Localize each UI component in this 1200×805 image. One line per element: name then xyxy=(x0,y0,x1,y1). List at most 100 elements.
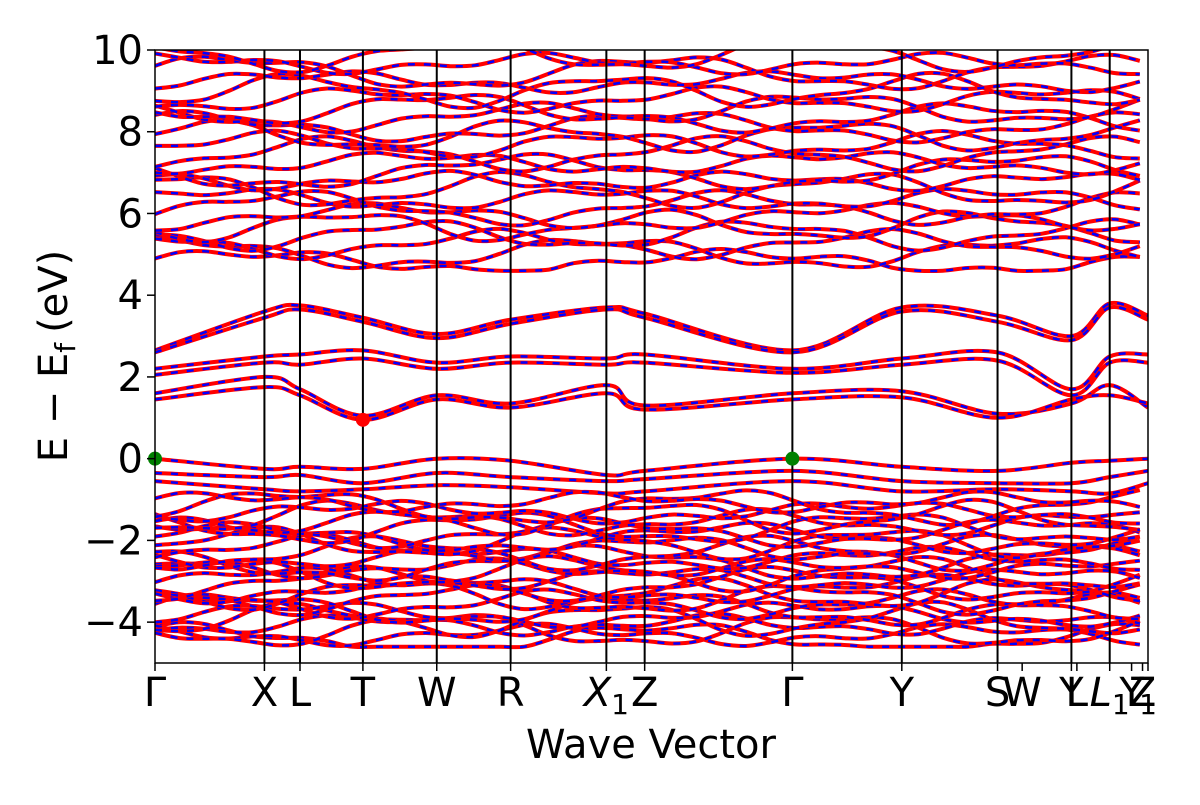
band-lower-valence-12-dashed xyxy=(155,566,1141,591)
x-tick-label-main: X xyxy=(582,670,613,716)
bands-layer xyxy=(155,50,1148,650)
band-upper-conduction-14 xyxy=(155,117,1141,155)
band-upper-conduction-9-dashed xyxy=(155,169,1141,193)
x-tick-label-main: L xyxy=(289,670,312,716)
plot-frame xyxy=(154,49,1149,664)
x-tick-label: Z xyxy=(1129,670,1156,716)
x-tick-label-main: R xyxy=(497,670,525,716)
band-lower-valence-27-dashed xyxy=(155,490,1141,514)
y-tick-label: 6 xyxy=(118,191,143,237)
band-lower-valence-14-dashed xyxy=(155,557,1140,580)
x-tick-label-main: L xyxy=(1090,670,1112,716)
band-upper-conduction-16-dashed xyxy=(155,101,1141,134)
x-tick-label: Γ xyxy=(781,670,804,716)
band-conduction-gap-3-dashed xyxy=(155,357,1148,397)
band-upper-conduction-8 xyxy=(155,169,1141,210)
x-axis-label: Wave Vector xyxy=(526,722,777,768)
x-tick-label: X xyxy=(251,670,278,716)
band-lower-valence-26-dashed xyxy=(155,488,1141,527)
band-upper-conduction-17-dashed xyxy=(155,93,1141,125)
x-tick-label-main: Y xyxy=(1058,670,1084,716)
band-valence-top-1 xyxy=(155,468,1148,486)
band-lower-valence-10-dashed xyxy=(155,573,1141,605)
band-upper-conduction-18-dashed xyxy=(155,85,1141,114)
y-tick-label: 2 xyxy=(118,355,143,401)
x-tick-label-sub: 1 xyxy=(1139,688,1157,721)
band-upper-conduction-22-dashed xyxy=(155,51,1140,76)
x-tick-label-main: S xyxy=(985,670,1010,716)
y-axis-label-main: E − E xyxy=(31,353,77,463)
x-tick-label: W xyxy=(417,670,457,716)
band-lower-valence-16-dashed xyxy=(155,545,1140,572)
band-lower-valence-25-dashed xyxy=(155,499,1140,525)
x-tick-label-main: Γ xyxy=(781,670,804,716)
kpoint-dividers xyxy=(263,50,1111,663)
band-upper-conduction-20-dashed xyxy=(155,70,1141,95)
band-lower-valence-5-dashed xyxy=(155,601,1141,629)
band-conduction-gap-2-dashed xyxy=(155,348,1148,391)
band-valence-top-0 xyxy=(155,455,1148,478)
x-tick-label-main: L xyxy=(1066,670,1089,716)
y-tick-label: −2 xyxy=(84,518,143,564)
x-tick-label: L xyxy=(289,670,312,716)
x-tick-label-main: Y xyxy=(1118,670,1144,716)
x-tick-label: X1 xyxy=(582,670,629,721)
x-tick-label: S xyxy=(985,670,1010,716)
band-valence-top-2 xyxy=(155,479,1148,496)
x-tick-label-main: T xyxy=(350,670,376,716)
x-tick-label-main: X xyxy=(251,670,278,716)
band-upper-conduction-12-dashed xyxy=(155,134,1141,173)
x-tick-label-main: W xyxy=(1002,670,1042,716)
y-axis-ticks: −4 −2 0 2 4 6 8 10 xyxy=(84,28,155,646)
band-upper-conduction-7-dashed xyxy=(155,187,1141,211)
x-tick-label-main: W xyxy=(417,670,457,716)
band-lower-valence-0-dashed xyxy=(155,620,1140,649)
band-conduction-gap-1-dashed xyxy=(155,305,1148,354)
band-upper-conduction-5-dashed xyxy=(155,201,1141,232)
band-upper-conduction-2-dashed xyxy=(155,227,1141,261)
x-tick-label: Y xyxy=(1058,670,1084,716)
band-lower-valence-1-dashed xyxy=(155,622,1140,648)
y-axis-label-sub: f xyxy=(49,342,82,353)
x-tick-label-main: Z xyxy=(1129,670,1156,716)
band-lower-valence-8-dashed xyxy=(155,583,1141,617)
x-tick-label-sub: 1 xyxy=(611,688,629,721)
y-tick-label: 4 xyxy=(118,273,143,319)
band-lower-valence-7-dashed xyxy=(155,588,1140,621)
y-tick-label: 10 xyxy=(92,28,143,74)
extremum-marker-2 xyxy=(355,412,370,427)
x-tick-label: W xyxy=(1002,670,1042,716)
x-tick-label: L xyxy=(1066,670,1089,716)
band-upper-conduction-0-dashed xyxy=(155,247,1140,273)
band-lower-valence-20-dashed xyxy=(155,521,1141,555)
y-tick-label: −4 xyxy=(84,600,143,646)
band-lower-valence-2-dashed xyxy=(155,613,1141,647)
band-lower-valence-23-dashed xyxy=(155,507,1140,537)
x-tick-label-sub: 1 xyxy=(1112,688,1130,721)
band-upper-conduction-23 xyxy=(158,50,1104,75)
band-lower-valence-3-dashed xyxy=(155,612,1141,637)
y-axis-label-unit: (eV) xyxy=(31,250,77,333)
x-tick-label: Γ xyxy=(144,670,167,716)
x-tick-label: T xyxy=(350,670,376,716)
band-lower-valence-17-dashed xyxy=(155,534,1141,573)
band-lower-valence-6-dashed xyxy=(155,591,1141,627)
x-tick-label: Z xyxy=(631,670,658,716)
x-tick-label: R xyxy=(497,670,525,716)
band-lower-valence-11-dashed xyxy=(155,565,1141,603)
x-tick-label: Y xyxy=(889,670,915,716)
band-upper-conduction-3-dashed xyxy=(155,218,1141,253)
band-upper-conduction-11-dashed xyxy=(155,150,1141,176)
x-tick-label-main: Z xyxy=(631,670,658,716)
y-tick-label: 0 xyxy=(118,437,143,483)
y-tick-label: 8 xyxy=(118,110,143,156)
x-tick-label: 1 xyxy=(1139,688,1157,721)
x-tick-label-main: Γ xyxy=(144,670,167,716)
band-upper-conduction-13-dashed xyxy=(155,129,1140,160)
y-axis-label: E − Ef (eV) xyxy=(31,250,82,463)
band-lower-valence-22-dashed xyxy=(155,511,1140,545)
x-tick-label: Y xyxy=(1118,670,1144,716)
x-tick-label: L1 xyxy=(1090,670,1130,721)
